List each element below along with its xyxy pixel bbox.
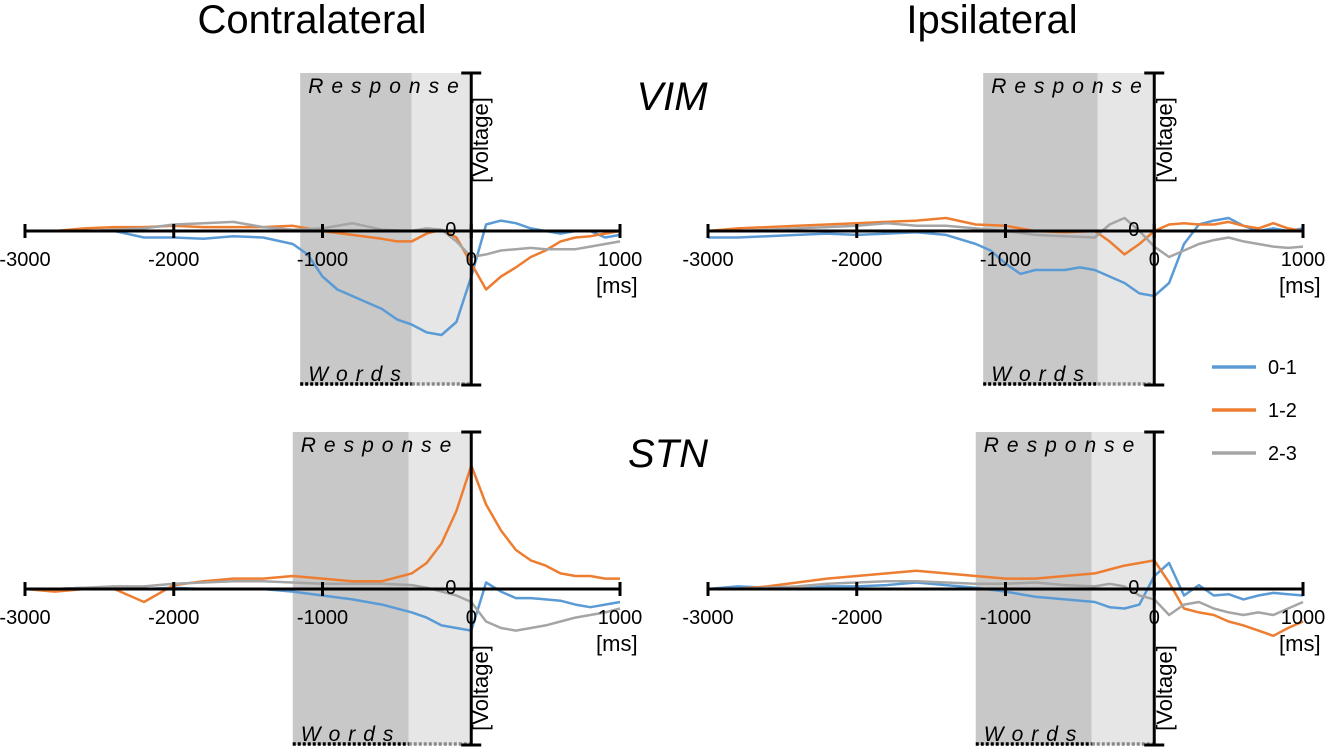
x-tick-label: 1000 [598,607,643,629]
panel-STN-ipsilateral: Response Words -3000 -2000 -1000 1000 00 [ms] [V… [682,430,1326,747]
x-tick-label: -1000 [297,607,348,629]
x-tick-label: 1000 [1281,249,1326,271]
y-axis-unit: [Voltage] [1152,645,1177,731]
band-label-response: Response [984,434,1143,457]
x-tick-label: 1000 [1281,607,1326,629]
y-axis-unit: [Voltage] [468,645,493,731]
x-tick-label-zero: 0 [466,607,477,629]
x-axis-unit: [ms] [596,631,638,656]
x-axis-unit: [ms] [1279,273,1321,298]
x-tick-label-zero: 0 [1149,249,1160,271]
band-label-response: Response [991,75,1150,98]
x-tick-label: -1000 [980,607,1031,629]
series-line-0-1 [707,561,1304,610]
column-title-contralateral: Contralateral [197,0,426,42]
x-tick-label-zero: 0 [1149,607,1160,629]
y-axis-unit: [Voltage] [468,97,493,183]
x-tick-label: 1000 [598,249,643,271]
series-line-2-3 [708,579,1304,617]
legend-label-0-1: 0-1 [1268,357,1297,379]
x-tick-label-zero: 0 [466,249,477,271]
x-tick-label: -2000 [831,607,882,629]
zero-label-y: 0 [445,577,456,599]
x-tick-label: -2000 [831,249,882,271]
series-line-2-3 [25,579,621,632]
band-label-words: Words [308,363,409,386]
x-tick-label: -3000 [682,249,733,271]
band-label-words: Words [991,363,1092,386]
band-words [1097,73,1155,385]
row-title-stn: STN [628,432,708,476]
x-tick-label: -3000 [0,607,51,629]
band-label-response: Response [301,434,460,457]
x-axis-unit: [ms] [596,273,638,298]
band-response [983,73,1098,385]
x-tick-label: -1000 [297,249,348,271]
legend: 0-1 1-2 2-3 [1212,357,1297,465]
band-label-words: Words [301,723,402,746]
zero-label-y: 0 [445,219,456,241]
series-line-1-2 [707,216,1304,256]
zero-label-y: 0 [1128,577,1139,599]
band-label-response: Response [308,75,467,98]
x-tick-label: -3000 [682,607,733,629]
band-label-words: Words [984,723,1085,746]
y-axis-unit: [Voltage] [1152,97,1177,183]
row-title-vim: VIM [636,75,708,119]
panel-VIM-contralateral: Response Words -3000 -2000 -1000 1000 00 [ms] [V… [0,71,643,387]
legend-label-1-2: 1-2 [1268,400,1297,422]
column-title-ipsilateral: Ipsilateral [906,0,1077,42]
x-tick-label: -1000 [980,249,1031,271]
legend-label-2-3: 2-3 [1268,443,1297,465]
x-tick-label: -2000 [148,249,199,271]
x-tick-label: -2000 [148,607,199,629]
series-line-1-2 [24,464,620,604]
zero-label-y: 0 [1128,219,1139,241]
x-axis-unit: [ms] [1279,631,1321,656]
x-tick-label: -3000 [0,249,51,271]
series-line-1-2 [708,559,1304,638]
panel-STN-contralateral: Response Words -3000 -2000 -1000 1000 00 [ms] [V… [0,430,643,747]
panel-VIM-ipsilateral: Response Words -3000 -2000 -1000 1000 00 [ms] [V… [682,71,1326,387]
